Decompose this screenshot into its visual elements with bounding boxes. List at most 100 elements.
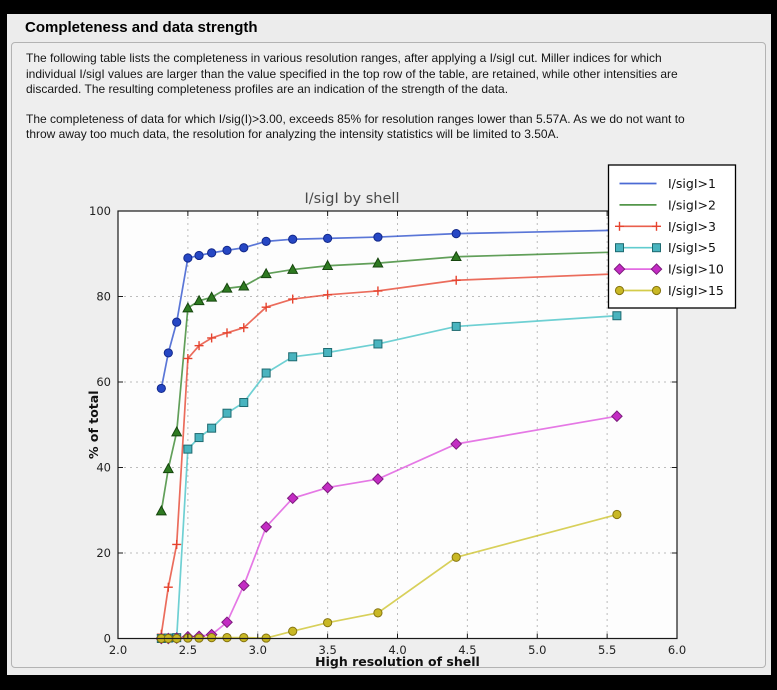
- data-point-marker: [451, 552, 461, 562]
- data-point-marker: [612, 311, 622, 321]
- data-point-marker: [613, 263, 626, 276]
- legend-entry-i-sigi-1: I/sigI>1: [619, 176, 716, 191]
- intro-text: The following table lists the completene…: [26, 51, 685, 143]
- x-tick-label: 4.0: [388, 643, 406, 657]
- data-point-marker: [373, 608, 383, 618]
- data-point-marker: [239, 243, 249, 253]
- series-i-sigi-1: [156, 225, 622, 394]
- series-i-sigi-2: [155, 245, 623, 516]
- data-point-marker: [222, 408, 232, 418]
- data-point-marker: [207, 633, 217, 643]
- y-tick-label: 20: [96, 546, 111, 560]
- legend-entry-i-sigi-5: I/sigI>5: [615, 240, 716, 255]
- legend-label: I/sigI>2: [668, 197, 716, 212]
- y-tick-label: 0: [104, 632, 111, 646]
- data-point-marker: [451, 321, 461, 331]
- intro-paragraph-1: The following table lists the completene…: [26, 51, 685, 98]
- legend-entry-i-sigi-3: I/sigI>3: [615, 219, 716, 234]
- data-point-marker: [612, 509, 622, 520]
- x-tick-label: 3.5: [318, 643, 336, 657]
- data-point-marker: [652, 243, 661, 253]
- data-point-marker: [321, 481, 334, 494]
- data-point-marker: [207, 248, 217, 258]
- legend-label: I/sigI>15: [668, 283, 724, 298]
- data-point-marker: [207, 423, 217, 433]
- legend-label: I/sigI>10: [668, 262, 724, 277]
- series-line: [160, 251, 617, 512]
- data-point-marker: [615, 243, 624, 253]
- data-point-marker: [372, 473, 384, 485]
- data-point-marker: [611, 410, 623, 423]
- data-point-marker: [205, 291, 218, 302]
- data-point-marker: [221, 616, 233, 629]
- intro-paragraph-2: The completeness of data for which I/sig…: [26, 112, 685, 143]
- data-point-marker: [288, 234, 298, 244]
- data-point-marker: [450, 250, 462, 262]
- data-point-marker: [171, 425, 183, 437]
- intro-line: The completeness of data for which I/sig…: [26, 111, 685, 126]
- y-tick-label: 60: [96, 375, 111, 389]
- legend-label: I/sigI>5: [668, 240, 716, 255]
- intro-line: individual I/sigI values are larger than…: [26, 66, 678, 81]
- x-tick-label: 6.0: [668, 643, 686, 657]
- data-point-marker: [182, 301, 194, 313]
- data-point-marker: [183, 253, 193, 263]
- tick-labels: 2.0 2.5 3.0 3.5 4.0 4.5 5.0 5.5 6.0 0 20 40 60 80 100: [89, 204, 686, 657]
- data-point-marker: [222, 633, 232, 643]
- data-point-marker: [260, 521, 273, 533]
- x-tick-label: 4.5: [458, 643, 476, 657]
- data-point-marker: [239, 398, 249, 408]
- data-point-marker: [156, 383, 166, 394]
- y-tick-label: 100: [89, 204, 111, 218]
- data-point-marker: [372, 257, 384, 268]
- data-point-marker: [288, 352, 298, 362]
- series-line: [160, 272, 617, 635]
- data-point-marker: [286, 492, 299, 505]
- data-point-marker: [321, 259, 334, 271]
- x-tick-label: 5.5: [598, 643, 616, 657]
- data-point-marker: [288, 626, 298, 636]
- page-title: Completeness and data strength: [25, 19, 258, 36]
- x-tick-label: 5.0: [528, 643, 546, 657]
- intro-line: throw away too much data, the resolution…: [26, 127, 559, 142]
- legend-entry-i-sigi-10: I/sigI>10: [613, 262, 724, 277]
- data-point-marker: [238, 280, 250, 291]
- data-point-marker: [222, 245, 232, 255]
- legend-entry-i-sigi-2: I/sigI>2: [619, 197, 716, 212]
- data-point-marker: [193, 294, 205, 306]
- x-tick-label: 3.0: [249, 643, 267, 657]
- series-line: [160, 229, 617, 389]
- data-point-marker: [237, 579, 250, 592]
- data-point-marker: [155, 505, 167, 516]
- x-tick-label: 2.5: [179, 643, 197, 657]
- x-axis-label: High resolution of shell: [315, 654, 480, 669]
- data-point-marker: [287, 263, 299, 274]
- data-point-marker: [651, 285, 662, 296]
- data-point-marker: [614, 285, 625, 296]
- data-point-marker: [323, 233, 333, 243]
- data-point-marker: [261, 368, 271, 378]
- data-point-marker: [239, 633, 249, 643]
- data-point-marker: [451, 229, 461, 239]
- data-point-marker: [323, 348, 333, 358]
- legend-label: I/sigI>1: [668, 176, 716, 191]
- intro-line: discarded. The resulting completeness pr…: [26, 82, 509, 97]
- data-point-marker: [194, 250, 204, 261]
- y-tick-label: 40: [96, 461, 111, 475]
- legend-box: [607, 164, 737, 309]
- data-point-marker: [450, 438, 463, 450]
- x-tick-label: 2.0: [109, 643, 127, 657]
- data-point-marker: [373, 232, 383, 242]
- data-point-marker: [183, 444, 193, 454]
- data-point-marker: [650, 263, 663, 276]
- data-point-marker: [172, 317, 182, 327]
- intro-line: The following table lists the completene…: [26, 51, 662, 65]
- data-point-marker: [260, 267, 272, 279]
- y-tick-label: 80: [96, 290, 111, 304]
- legend: I/sigI>1 I/sigI>2 I/sigI>3 I/sigI>5 I/sigI>1…: [607, 164, 737, 309]
- data-point-marker: [221, 282, 233, 293]
- series-line: [161, 314, 617, 640]
- y-axis-label: % of total: [86, 390, 101, 459]
